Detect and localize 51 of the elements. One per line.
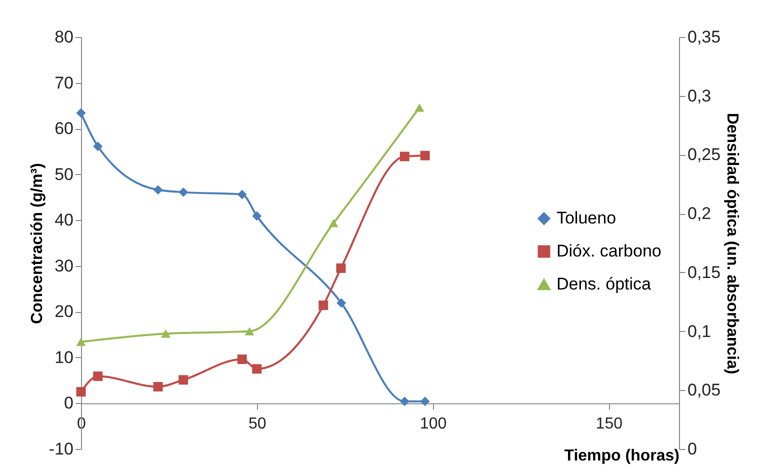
y2-tick-label: 0,35 <box>688 28 721 46</box>
y-tick-label: 20 <box>54 302 74 322</box>
point <box>76 387 86 397</box>
y2-axis-title: Densidad óptica (un. absorbancia) <box>724 112 741 374</box>
point <box>244 327 254 336</box>
point <box>336 263 346 273</box>
y-tick-label: 0 <box>64 394 74 413</box>
point <box>93 371 103 381</box>
y2-tick-label: 0 <box>688 440 697 458</box>
point <box>414 104 424 112</box>
y-tick-label: 40 <box>54 210 74 230</box>
point <box>153 382 163 392</box>
point <box>420 396 430 406</box>
point <box>237 190 247 200</box>
y2-tick-label: 0,1 <box>688 322 712 341</box>
x-tick-label: 150 <box>596 416 623 433</box>
y-tick-label: 50 <box>54 164 74 184</box>
x-axis-title: Tiempo (horas) <box>564 448 680 464</box>
y-tick-label: 70 <box>54 73 74 92</box>
point <box>420 150 430 160</box>
point <box>161 330 171 338</box>
legend-label: Tolueno <box>556 208 616 228</box>
y2-tick-label: 0,3 <box>688 86 712 106</box>
point <box>237 354 247 364</box>
y-tick-label: 10 <box>54 348 74 367</box>
x-tick-label: 100 <box>420 416 447 433</box>
x-tick-label: 50 <box>248 416 266 433</box>
point <box>93 142 103 152</box>
point <box>252 211 262 221</box>
point <box>76 108 86 118</box>
y-tick-label: 30 <box>54 256 74 276</box>
point <box>336 298 346 308</box>
y2-tick-label: 0,2 <box>688 204 712 224</box>
point <box>400 396 410 406</box>
y-axis-title: Concentración (g/m³) <box>28 163 46 324</box>
point <box>178 375 188 385</box>
point <box>178 187 188 197</box>
legend-label: Dens. óptica <box>556 274 652 294</box>
point <box>318 300 328 310</box>
point <box>153 185 163 195</box>
y-tick-label: 80 <box>54 28 74 46</box>
point <box>76 338 86 346</box>
point <box>252 364 262 374</box>
y2-tick-label: 0,05 <box>688 380 721 400</box>
y-tick-label: -10 <box>48 440 74 458</box>
point <box>328 218 338 228</box>
y-tick-label: 60 <box>54 119 74 138</box>
y2-tick-label: 0,15 <box>688 262 721 282</box>
y2-tick-label: 0,25 <box>688 145 721 164</box>
legend-label: Dióx. carbono <box>556 242 662 261</box>
point <box>400 152 410 162</box>
